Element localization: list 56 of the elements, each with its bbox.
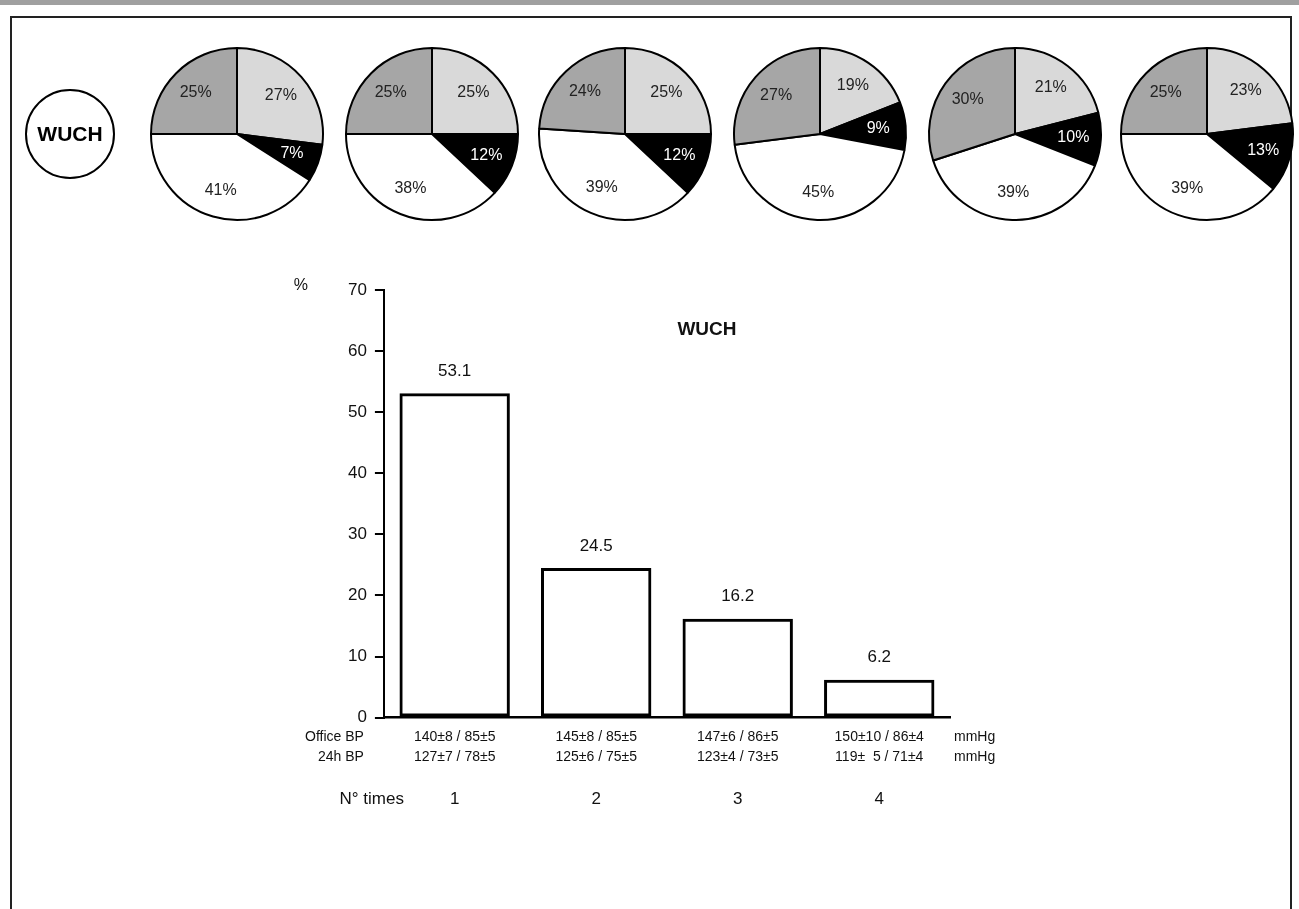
y-tick-label: 40: [347, 462, 367, 482]
data-label: 53.1: [438, 360, 472, 380]
data-label: 25%: [179, 83, 212, 101]
x-tick-label: 1: [449, 789, 460, 809]
data-label: 25%: [1149, 83, 1182, 101]
data-label: 12%: [663, 145, 696, 163]
text: 125±6 / 75±5: [555, 748, 638, 765]
data-label: 39%: [585, 178, 618, 196]
y-tick-label: 30: [347, 524, 367, 544]
data-label: 7%: [280, 144, 304, 162]
x-axis-title: N° times: [339, 789, 404, 809]
y-tick-label: 10: [347, 646, 367, 666]
data-label: 45%: [802, 182, 835, 200]
text: 119± 5 / 71±4: [835, 748, 924, 765]
text: mmHg: [954, 728, 996, 745]
text: 24h BP: [317, 748, 364, 765]
text: mmHg: [954, 748, 996, 765]
text: 147±6 / 86±5: [696, 728, 779, 745]
y-tick-label: 0: [357, 707, 367, 727]
data-label: 39%: [1171, 179, 1204, 197]
text: Office BP: [305, 728, 364, 745]
data-label: 38%: [394, 178, 427, 196]
data-label: 39%: [997, 182, 1030, 200]
data-label: 25%: [650, 83, 683, 101]
data-label: 25%: [457, 83, 490, 101]
y-tick-label: 60: [347, 340, 367, 360]
data-label: 41%: [204, 180, 237, 198]
data-label: 12%: [470, 145, 503, 163]
data-label: 6.2: [867, 647, 892, 667]
data-label: 23%: [1229, 80, 1262, 98]
y-tick-label: 50: [347, 401, 367, 421]
y-tick-label: 20: [347, 585, 367, 605]
text: WUCH: [677, 318, 737, 340]
data-label: 30%: [951, 90, 984, 108]
data-label: 27%: [760, 85, 793, 103]
y-tick-label: 70: [347, 279, 367, 299]
x-tick-label: 4: [874, 789, 884, 809]
text: 145±8 / 85±5: [555, 728, 638, 745]
circle-outline: WUCH: [25, 89, 115, 179]
data-label: 21%: [1034, 78, 1067, 96]
data-label: 9%: [866, 118, 890, 136]
text: 127±7 / 78±5: [413, 748, 496, 765]
data-label: 19%: [836, 76, 869, 94]
y-axis-title: %: [293, 276, 309, 294]
data-label: 27%: [264, 85, 297, 103]
x-tick-label: 2: [591, 789, 601, 809]
text: 123±4 / 73±5: [696, 748, 779, 765]
text: 150±10 / 86±4: [834, 728, 925, 745]
data-label: 13%: [1247, 140, 1280, 158]
text: 140±8 / 85±5: [413, 728, 496, 745]
data-label: 25%: [374, 83, 407, 101]
data-label: 24.5: [579, 535, 613, 555]
x-tick-label: 3: [732, 789, 743, 809]
data-label: 16.2: [721, 586, 755, 606]
data-label: 10%: [1057, 128, 1090, 146]
data-label: 24%: [568, 81, 601, 99]
